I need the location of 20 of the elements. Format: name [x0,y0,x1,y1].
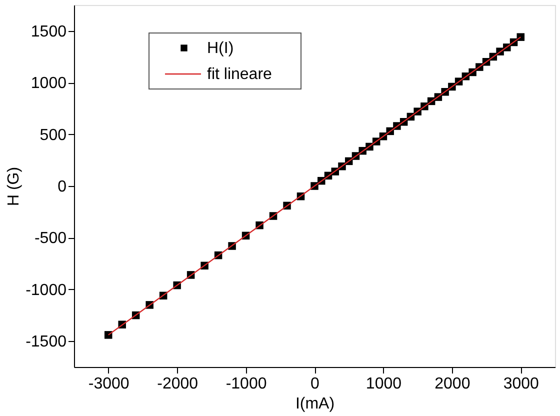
x-tick-label: -1000 [226,376,267,392]
x-tick-label: 3000 [503,376,540,392]
x-tick-label: -2000 [157,376,198,392]
legend-label: H(I) [207,40,234,57]
legend-label: fit lineare [207,66,272,83]
x-tick-label: 2000 [434,376,470,392]
point [516,33,525,41]
y-tick-label: 1500 [30,23,67,40]
x-tick-label: 1000 [366,376,402,392]
y-tick-label: 0 [58,178,67,196]
y-tick-label: -500 [34,230,67,248]
x-axis-title: I(mA) [295,396,335,412]
y-tick-label: 1000 [30,75,67,92]
y-tick-label: -1000 [26,282,67,299]
y-tick-label: 500 [40,126,67,144]
y-axis-title: H (G) [6,166,23,206]
x-tick-label: 0 [310,376,320,392]
point [104,331,112,339]
x-tick-label: -3000 [88,376,130,392]
y-tick-label: -1500 [26,334,67,351]
